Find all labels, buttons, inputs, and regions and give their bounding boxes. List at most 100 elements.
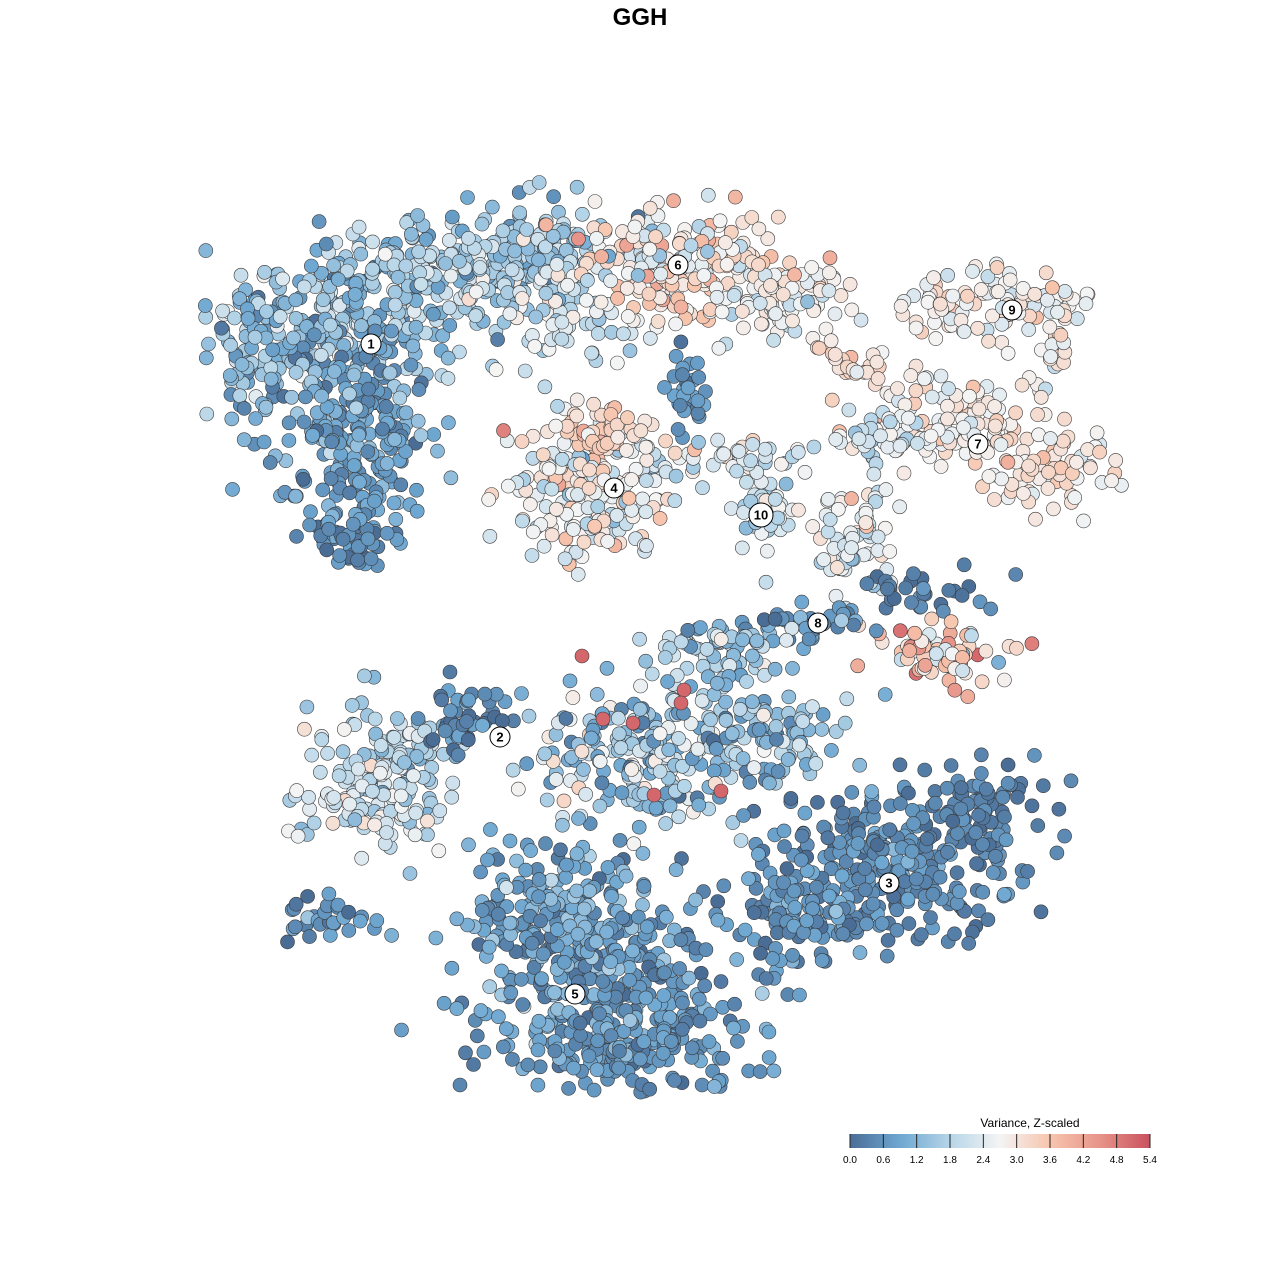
cell-point [443,268,459,284]
cell-point [975,837,990,852]
cell-point [997,672,1012,688]
cell-point [673,695,689,711]
cell-point [1043,349,1058,364]
cluster-label-8: 8 [807,612,829,634]
cell-point [752,1064,768,1079]
cell-point [490,332,505,347]
cell-point [393,477,409,493]
cell-point [538,217,554,233]
cell-point [570,926,586,942]
cell-point [509,853,524,869]
cell-point [765,951,780,966]
cell-point [289,529,304,544]
cell-point [315,482,331,498]
cell-point [1067,490,1082,505]
cell-point [940,398,955,414]
cell-point [713,632,729,647]
cell-point [473,1003,489,1018]
cell-point [603,273,619,289]
color-legend: Variance, Z-scaled 0.0 0.6 1.2 1.8 2.4 3.0 3.6… [843,1116,1157,1166]
cell-point [632,701,648,717]
cell-point [405,338,421,354]
cell-point [539,792,555,808]
cell-point [776,823,792,839]
cell-point [330,897,346,913]
cell-point [531,872,547,887]
cell-point [514,434,530,449]
cell-point [716,878,732,894]
cell-point [621,490,637,506]
cell-point [442,664,458,680]
cell-point [570,487,585,502]
cell-point [939,780,955,796]
cell-point [877,687,893,702]
cell-point [438,256,453,271]
cell-point [932,869,948,885]
cell-point [694,693,710,709]
cell-point [624,502,639,518]
cell-point [1104,473,1119,489]
cell-point [236,401,252,416]
cell-point [880,581,895,597]
cell-point [820,491,836,507]
cell-point [739,674,754,689]
chart-title: GGH [612,4,668,31]
cell-point [781,689,797,705]
cell-point [360,444,376,460]
cell-point [709,675,725,691]
cell-point [303,504,318,520]
cell-point [544,527,560,543]
cell-point [304,747,320,763]
cell-point [916,581,931,596]
cell-point [502,915,518,931]
cell-point [443,470,459,486]
cell-point [950,826,965,841]
cell-point [272,309,288,324]
cell-point [321,886,337,902]
cell-point [675,995,690,1011]
cell-point [1024,798,1040,814]
cell-point [618,868,634,884]
cell-point [1020,864,1035,879]
cell-point [569,179,585,195]
cell-point [589,1062,605,1077]
cell-point [991,655,1006,670]
cell-point [821,283,837,299]
cell-point [418,232,434,247]
cell-point [632,631,647,647]
cell-point [620,309,636,324]
cell-point [615,910,630,926]
cell-point [913,927,929,942]
cell-point [625,715,641,731]
cell-point [868,623,884,639]
cell-point [909,871,924,887]
cell-point [440,371,456,386]
cell-point [878,482,894,497]
cell-point [852,757,868,773]
legend-tick-label: 0.0 [843,1155,857,1166]
cluster-label-7: 7 [967,433,989,455]
cell-point [690,741,706,757]
cell-point [1053,327,1069,343]
cell-point [842,276,858,292]
cell-point [923,910,938,925]
cell-point [730,1034,745,1049]
cell-point [330,272,346,287]
cell-point [576,901,592,917]
cell-point [919,831,935,847]
cell-point [589,687,605,702]
cell-point [426,427,442,442]
cell-point [920,294,936,310]
cell-point [974,674,990,690]
cell-point [908,383,924,399]
cell-point [754,986,770,1001]
cell-point [534,971,549,987]
cell-point [622,343,638,359]
cell-point [413,276,429,292]
cell-point [549,501,564,517]
cell-point [956,324,972,339]
cell-point [994,316,1010,332]
cell-point [981,469,997,484]
cell-point [823,333,839,349]
cell-point [443,703,458,719]
